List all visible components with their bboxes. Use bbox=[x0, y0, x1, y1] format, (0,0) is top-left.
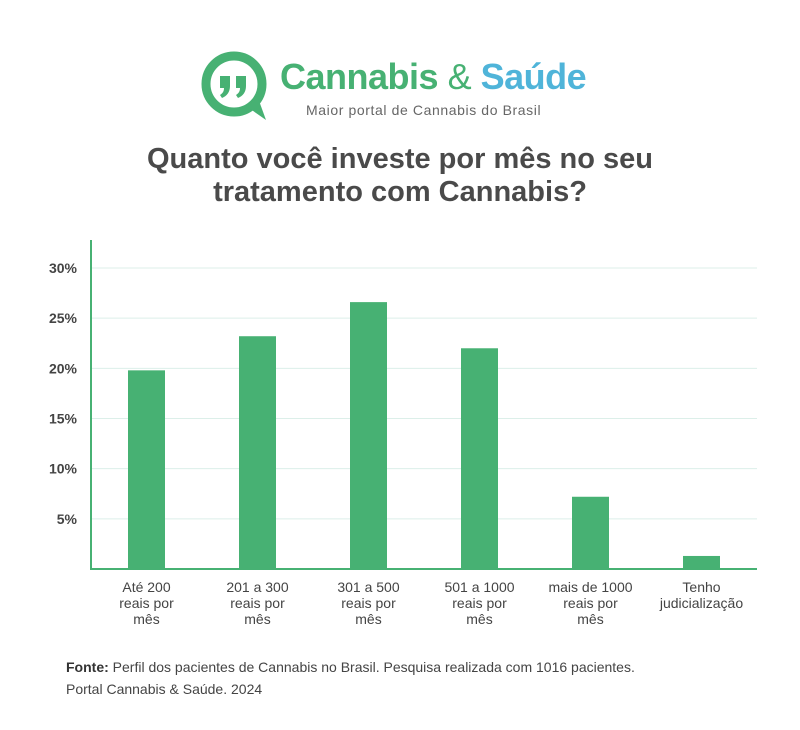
y-tick-label: 30% bbox=[49, 260, 78, 276]
x-tick-label: 501 a 1000 bbox=[444, 579, 514, 595]
x-tick-label: reais por bbox=[563, 595, 618, 611]
brand-name-part1: Cannabis bbox=[280, 56, 439, 97]
brand-logo: Cannabis & Saúde Maior portal de Cannabi… bbox=[200, 50, 620, 122]
x-tick-label: mês bbox=[577, 611, 603, 627]
bar bbox=[128, 370, 165, 569]
x-tick-label: mês bbox=[355, 611, 381, 627]
quote-bubble-icon bbox=[201, 51, 267, 120]
bar bbox=[683, 555, 720, 569]
x-tick-label: reais por bbox=[341, 595, 396, 611]
x-tick-label: Tenho bbox=[682, 579, 720, 595]
brand-name-part2: Saúde bbox=[480, 56, 587, 97]
x-tick-label: 201 a 300 bbox=[226, 579, 288, 595]
source-line1: Perfil dos pacientes de Cannabis no Bras… bbox=[112, 659, 635, 675]
chart-title: Quanto você investe por mês no seu trata… bbox=[0, 143, 800, 209]
y-tick-label: 15% bbox=[49, 411, 78, 427]
y-tick-label: 10% bbox=[49, 461, 78, 477]
bar bbox=[239, 336, 276, 569]
y-tick-label: 20% bbox=[49, 360, 78, 376]
brand-name: Cannabis & Saúde bbox=[280, 56, 587, 98]
x-tick-label: Até 200 bbox=[122, 579, 170, 595]
x-tick-label: mais de 1000 bbox=[548, 579, 632, 595]
x-tick-label: judicialização bbox=[659, 595, 743, 611]
bar bbox=[572, 496, 609, 569]
source-line2: Portal Cannabis & Saúde. 2024 bbox=[66, 681, 263, 697]
x-tick-label: reais por bbox=[230, 595, 285, 611]
x-tick-label: mês bbox=[133, 611, 159, 627]
brand-tagline: Maior portal de Cannabis do Brasil bbox=[306, 102, 542, 118]
x-tick-label: mês bbox=[466, 611, 492, 627]
source-note: Fonte: Perfil dos pacientes de Cannabis … bbox=[66, 656, 766, 700]
source-label: Fonte: bbox=[66, 659, 109, 675]
y-tick-label: 25% bbox=[49, 310, 78, 326]
x-tick-label: 301 a 500 bbox=[337, 579, 399, 595]
x-tick-label: mês bbox=[244, 611, 270, 627]
bar bbox=[350, 302, 387, 569]
chart-title-line2: tratamento com Cannabis? bbox=[213, 176, 587, 208]
x-tick-label: reais por bbox=[119, 595, 174, 611]
y-tick-label: 5% bbox=[57, 511, 78, 527]
x-tick-label: reais por bbox=[452, 595, 507, 611]
brand-name-ampersand: & bbox=[447, 56, 472, 97]
chart-title-line1: Quanto você investe por mês no seu bbox=[146, 143, 654, 175]
bar bbox=[461, 348, 498, 569]
